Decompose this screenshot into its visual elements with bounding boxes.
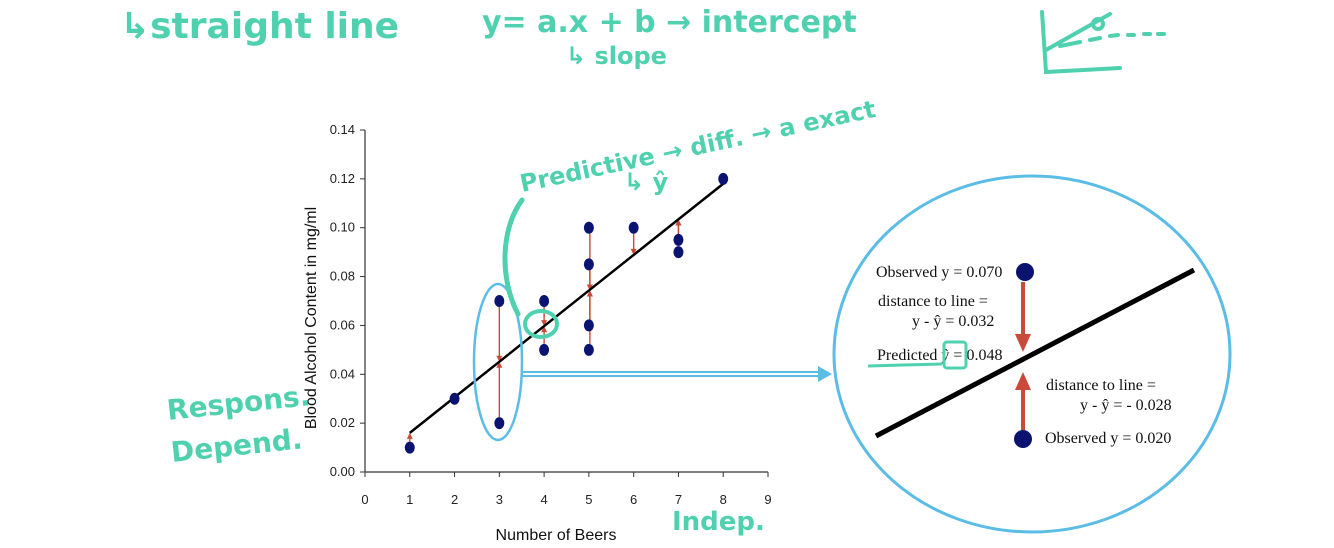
- residual-arrowhead: [541, 326, 548, 333]
- predicted-label: Predicted ŷ = 0.048: [877, 347, 1002, 364]
- data-point: [718, 172, 729, 185]
- residual-callout: Observed y = 0.070 distance to line = y …: [832, 174, 1232, 534]
- y-hat-highlight-box: [942, 340, 968, 370]
- observed-bottom-label: Observed y = 0.020: [1045, 430, 1171, 447]
- x-tick-label: 1: [406, 492, 413, 507]
- x-axis-title: Number of Beers: [496, 527, 617, 544]
- data-point: [628, 221, 639, 234]
- data-point: [583, 319, 594, 332]
- y-tick-label: 0.06: [330, 317, 355, 332]
- y-tick-label: 0.00: [330, 464, 355, 479]
- data-point: [494, 417, 505, 430]
- annotation-marks: [472, 197, 832, 442]
- x-tick-labels: 0 1 2 3 4 5 6 7 8 9: [361, 492, 771, 507]
- x-tick-label: 7: [675, 492, 682, 507]
- zoom-arrow-icon: [818, 366, 832, 382]
- distance-top-label: distance to line =: [878, 293, 988, 310]
- y-tick-label: 0.02: [330, 415, 355, 430]
- note-depend: Depend.: [169, 422, 304, 469]
- y-tick-label: 0.12: [330, 171, 355, 186]
- predicted-underline: [867, 362, 943, 368]
- chart-axes: [360, 129, 769, 477]
- y-tick-label: 0.14: [330, 122, 355, 137]
- corner-doodle-icon: [1040, 10, 1166, 75]
- scatter-chart: Blood Alcohol Content in mg/ml Number of…: [303, 122, 772, 544]
- residual-arrowhead: [586, 290, 593, 297]
- x-tick-label: 6: [630, 492, 637, 507]
- y-tick-label: 0.10: [330, 220, 355, 235]
- residual-arrows: [406, 219, 682, 442]
- note-y-hat: ↳ ŷ: [624, 168, 668, 196]
- data-point: [673, 233, 684, 246]
- data-point: [673, 246, 684, 259]
- arrow-down-icon: [1015, 334, 1031, 352]
- data-point: [583, 343, 594, 356]
- note-straight-line: ↳straight line: [120, 6, 399, 47]
- predictive-connector: [502, 197, 525, 317]
- x-tick-label: 0: [361, 492, 368, 507]
- y-tick-label: 0.08: [330, 269, 355, 284]
- note-predictive: Predictive → diff. → a exact: [517, 95, 878, 198]
- observed-top-label: Observed y = 0.070: [876, 264, 1002, 281]
- residual-arrowhead: [630, 248, 637, 255]
- distance-bottom-value: y - ŷ = - 0.028: [1080, 397, 1172, 414]
- distance-top-value: y - ŷ = 0.032: [912, 313, 994, 330]
- residual-arrowhead: [541, 320, 548, 327]
- arrow-up-icon: [1015, 372, 1031, 390]
- x-tick-label: 8: [720, 492, 727, 507]
- data-point: [539, 343, 550, 356]
- callout-observed-top-point: [1016, 263, 1034, 281]
- distance-bottom-label: distance to line =: [1046, 377, 1156, 394]
- y-tick-labels: 0.00 0.02 0.04 0.06 0.08 0.10 0.12 0.14: [330, 122, 355, 479]
- x-tick-label: 4: [540, 492, 547, 507]
- note-indep: Indep.: [672, 507, 765, 537]
- y-axis-title: Blood Alcohol Content in mg/ml: [303, 207, 320, 429]
- x-tick-label: 5: [585, 492, 592, 507]
- residual-arrowhead: [675, 219, 682, 226]
- data-point: [449, 392, 460, 405]
- residual-arrowhead: [586, 284, 593, 291]
- callout-regression-line: [874, 267, 1196, 439]
- x-tick-label: 3: [496, 492, 503, 507]
- x-tick-label: 9: [764, 492, 771, 507]
- residual-arrowhead: [496, 355, 503, 362]
- data-point: [583, 221, 594, 234]
- data-points: [404, 172, 729, 454]
- data-point: [539, 295, 550, 307]
- note-slope: ↳ slope: [566, 42, 667, 70]
- regression-line: [408, 182, 725, 434]
- x-tick-label: 2: [451, 492, 458, 507]
- highlight-circle: [523, 309, 559, 339]
- note-equation: y= a.x + b → intercept: [482, 5, 857, 40]
- data-point: [494, 295, 505, 307]
- callout-observed-bottom-point: [1014, 430, 1032, 448]
- y-tick-label: 0.04: [330, 366, 355, 381]
- data-point: [583, 258, 594, 271]
- highlight-ellipse: [472, 282, 524, 442]
- residual-arrowhead: [406, 432, 413, 439]
- residual-arrowhead: [496, 361, 503, 368]
- note-respons: Respons.: [165, 379, 311, 427]
- regression-line-group: [408, 182, 725, 434]
- data-point: [404, 441, 415, 454]
- handwritten-notes: ↳straight line y= a.x + b → intercept ↳ …: [120, 5, 878, 537]
